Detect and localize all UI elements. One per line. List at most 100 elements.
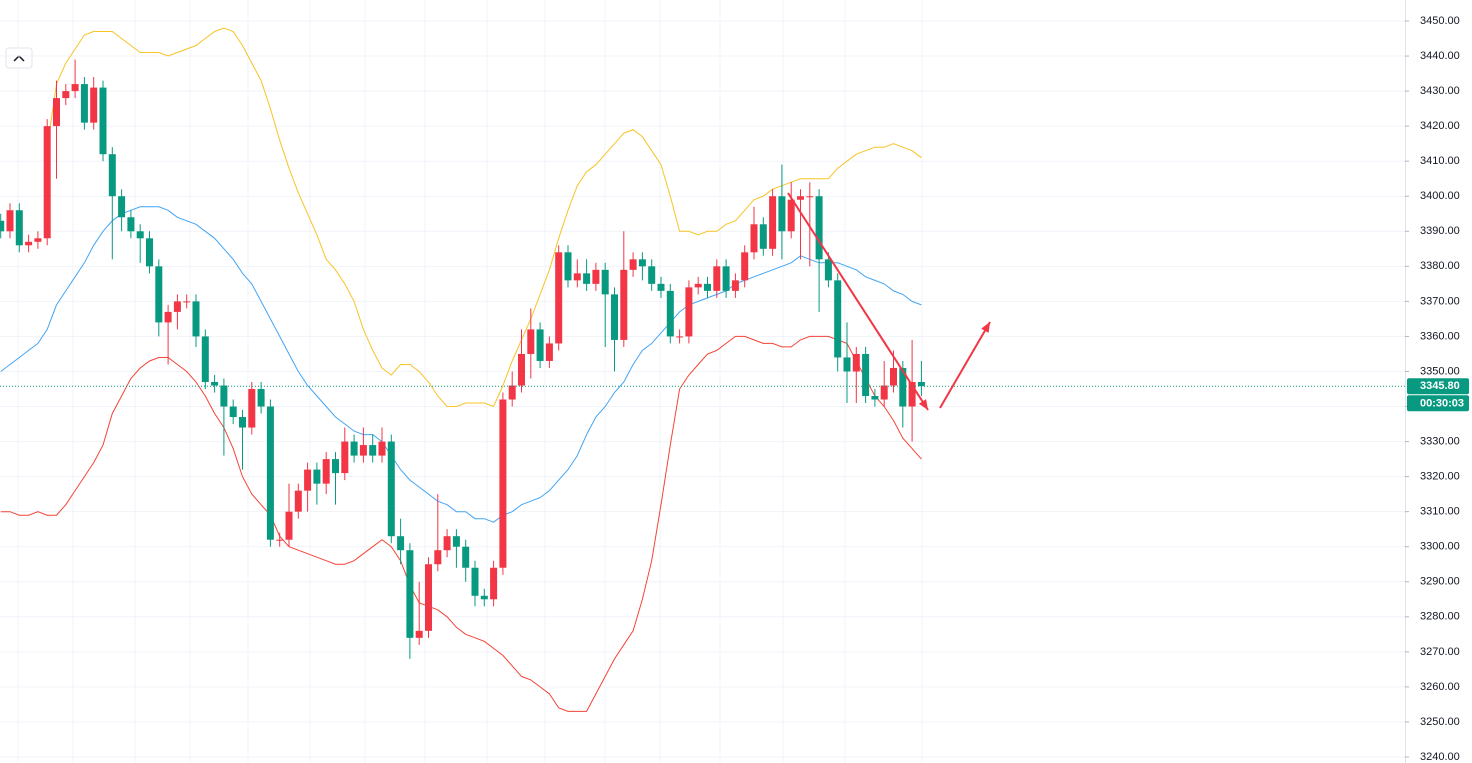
candle-body <box>471 567 479 596</box>
candle-body <box>118 196 126 218</box>
band-line <box>46 27 922 408</box>
candle-body <box>136 231 144 239</box>
band-line <box>0 206 922 523</box>
candle-body <box>480 595 488 600</box>
candle-body <box>415 630 423 638</box>
candle-body <box>239 417 246 428</box>
candle-body <box>666 290 674 337</box>
candle-body <box>620 269 628 340</box>
candle-body <box>852 353 860 372</box>
candle-body <box>555 252 563 344</box>
candle-body <box>452 536 460 547</box>
candle-body <box>685 287 693 337</box>
y-tick-label: 3250.00 <box>1420 716 1460 728</box>
band-line <box>0 335 922 712</box>
candle-body <box>434 550 442 565</box>
candle-body <box>173 301 181 312</box>
candle-body <box>6 210 14 232</box>
candle-body <box>908 381 916 407</box>
candle-body <box>443 536 451 551</box>
y-tick-label: 3280.00 <box>1420 611 1460 623</box>
candle-body <box>490 567 498 600</box>
candle-body <box>676 336 684 338</box>
candle-body <box>573 273 581 281</box>
y-tick-label: 3440.00 <box>1420 50 1460 62</box>
y-tick-label: 3390.00 <box>1420 225 1460 237</box>
candle-body <box>332 459 339 474</box>
annotation-arrow-head <box>918 399 928 410</box>
countdown-tag <box>1407 395 1469 412</box>
collapse-button[interactable] <box>5 47 33 69</box>
candle-body <box>155 266 163 323</box>
candle-body <box>378 441 386 456</box>
candle-body <box>722 266 730 291</box>
candle-body <box>834 280 842 358</box>
candle-body <box>797 196 804 200</box>
y-tick-label: 3300.00 <box>1420 541 1460 553</box>
candle-body <box>536 329 544 361</box>
candle-body <box>369 445 377 456</box>
candle-body <box>611 294 618 340</box>
y-tick-label: 3450.00 <box>1420 15 1460 27</box>
y-tick-label: 3270.00 <box>1420 646 1460 658</box>
y-tick-label: 3240.00 <box>1420 751 1460 763</box>
y-tick-label: 3430.00 <box>1420 85 1460 97</box>
candle-body <box>257 389 265 407</box>
candle-body <box>183 301 191 303</box>
annotation-arrow-head <box>981 322 990 333</box>
candle-body <box>871 396 879 400</box>
price-tag-label: 3345.80 <box>1420 380 1460 392</box>
y-tick-label: 3350.00 <box>1420 365 1460 377</box>
candle-body <box>266 406 274 540</box>
candle-body <box>462 546 470 568</box>
y-tick-label: 3360.00 <box>1420 330 1460 342</box>
candle-body <box>592 269 600 284</box>
candle-body <box>890 367 897 386</box>
annotation-arrow <box>787 192 929 411</box>
candle-body <box>704 283 711 291</box>
candle-body <box>778 196 786 232</box>
candle-body <box>0 220 5 232</box>
candle-body <box>359 445 367 456</box>
candle-body <box>583 273 591 284</box>
candle-body <box>806 196 814 198</box>
candle-body <box>127 217 135 232</box>
candle-body <box>285 511 293 540</box>
candle-body <box>80 84 88 123</box>
candle-body <box>741 252 749 281</box>
candle-body <box>90 87 98 123</box>
candle-body <box>322 459 330 484</box>
candle-body <box>276 539 284 541</box>
price-tag <box>1407 378 1469 395</box>
candle-body <box>750 224 758 253</box>
y-tick-label: 3310.00 <box>1420 506 1460 518</box>
candle-body <box>15 210 23 246</box>
candle-body <box>229 406 237 418</box>
candle-body <box>108 154 116 197</box>
candle-body <box>564 252 572 281</box>
candle-body <box>146 238 153 267</box>
candle-body <box>862 353 870 397</box>
collapse-button-box[interactable] <box>5 47 33 69</box>
candle-body <box>201 336 209 382</box>
candle-body <box>880 385 888 400</box>
candle-body <box>731 280 739 291</box>
candle-body <box>294 490 302 512</box>
vertical-grid <box>17 0 923 763</box>
candle-body <box>917 381 925 387</box>
y-tick-label: 3290.00 <box>1420 576 1460 588</box>
candle-body <box>648 266 656 284</box>
candle-body <box>406 550 414 638</box>
candle-body <box>545 343 553 361</box>
candle-body <box>843 357 851 372</box>
candle-body <box>787 199 795 232</box>
candle-body <box>71 84 79 92</box>
candle-body <box>192 301 200 337</box>
candle-body <box>350 441 358 456</box>
y-tick-label: 3370.00 <box>1420 295 1460 307</box>
candle-body <box>34 238 42 242</box>
candle-body <box>25 241 33 246</box>
candle-body <box>499 399 507 568</box>
